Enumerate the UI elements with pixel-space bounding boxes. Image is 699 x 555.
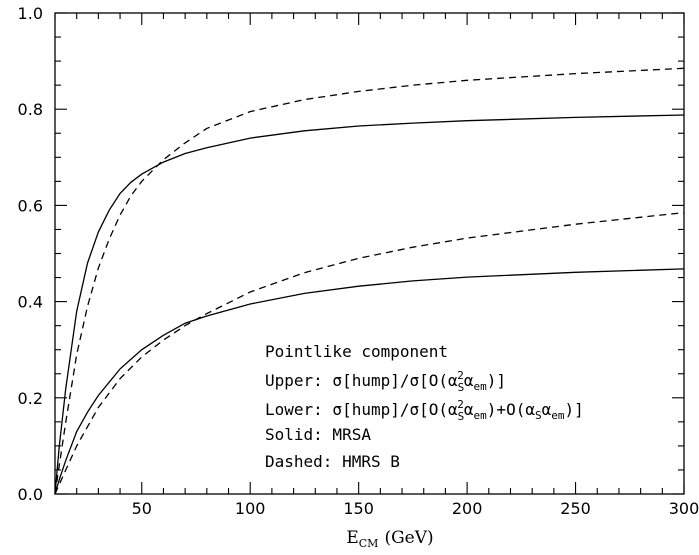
x-tick-label: 300	[669, 499, 699, 518]
y-tick-label: 1.0	[18, 4, 43, 23]
y-tick-label: 0.0	[18, 485, 43, 504]
annotation-lower: Lower: σ[hump]/σ[O(αS2αem)+O(αSαem)]	[265, 398, 584, 423]
tick-marks	[54, 12, 685, 495]
annotation-upper: Upper: σ[hump]/σ[O(αS2αem)]	[265, 369, 506, 394]
x-tick-label: 150	[343, 499, 374, 518]
tick-labels: 50 100 150 200 250 300 0.0 0.2 0.4 0.6 0.8 1.0	[18, 4, 699, 518]
annotation-dashed: Dashed: HMRS B	[265, 452, 400, 471]
x-tick-label: 50	[132, 499, 152, 518]
x-tick-label: 200	[452, 499, 483, 518]
series-curves	[54, 67, 685, 495]
x-axis-title-sub: CM	[359, 537, 379, 550]
y-tick-label: 0.2	[18, 389, 43, 408]
plot-frame	[54, 12, 685, 495]
curve-lower-solid	[54, 268, 685, 495]
curve-upper-dashed	[54, 67, 685, 495]
x-tick-label: 250	[560, 499, 591, 518]
curve-upper-solid	[54, 114, 685, 495]
y-tick-label: 0.6	[18, 196, 43, 215]
x-tick-label: 100	[235, 499, 266, 518]
curve-lower-dashed	[54, 211, 685, 495]
y-tick-label: 0.4	[18, 293, 43, 312]
y-tick-label: 0.8	[18, 100, 43, 119]
annotation-block: Pointlike component Upper: σ[hump]/σ[O(α…	[265, 342, 584, 471]
annotation-solid: Solid: MRSA	[265, 425, 371, 444]
x-axis-title-unit: (GeV)	[384, 528, 433, 548]
x-axis-title: ECM (GeV)	[346, 528, 433, 550]
x-axis-title-main: E	[346, 528, 358, 548]
annotation-title: Pointlike component	[265, 342, 448, 361]
